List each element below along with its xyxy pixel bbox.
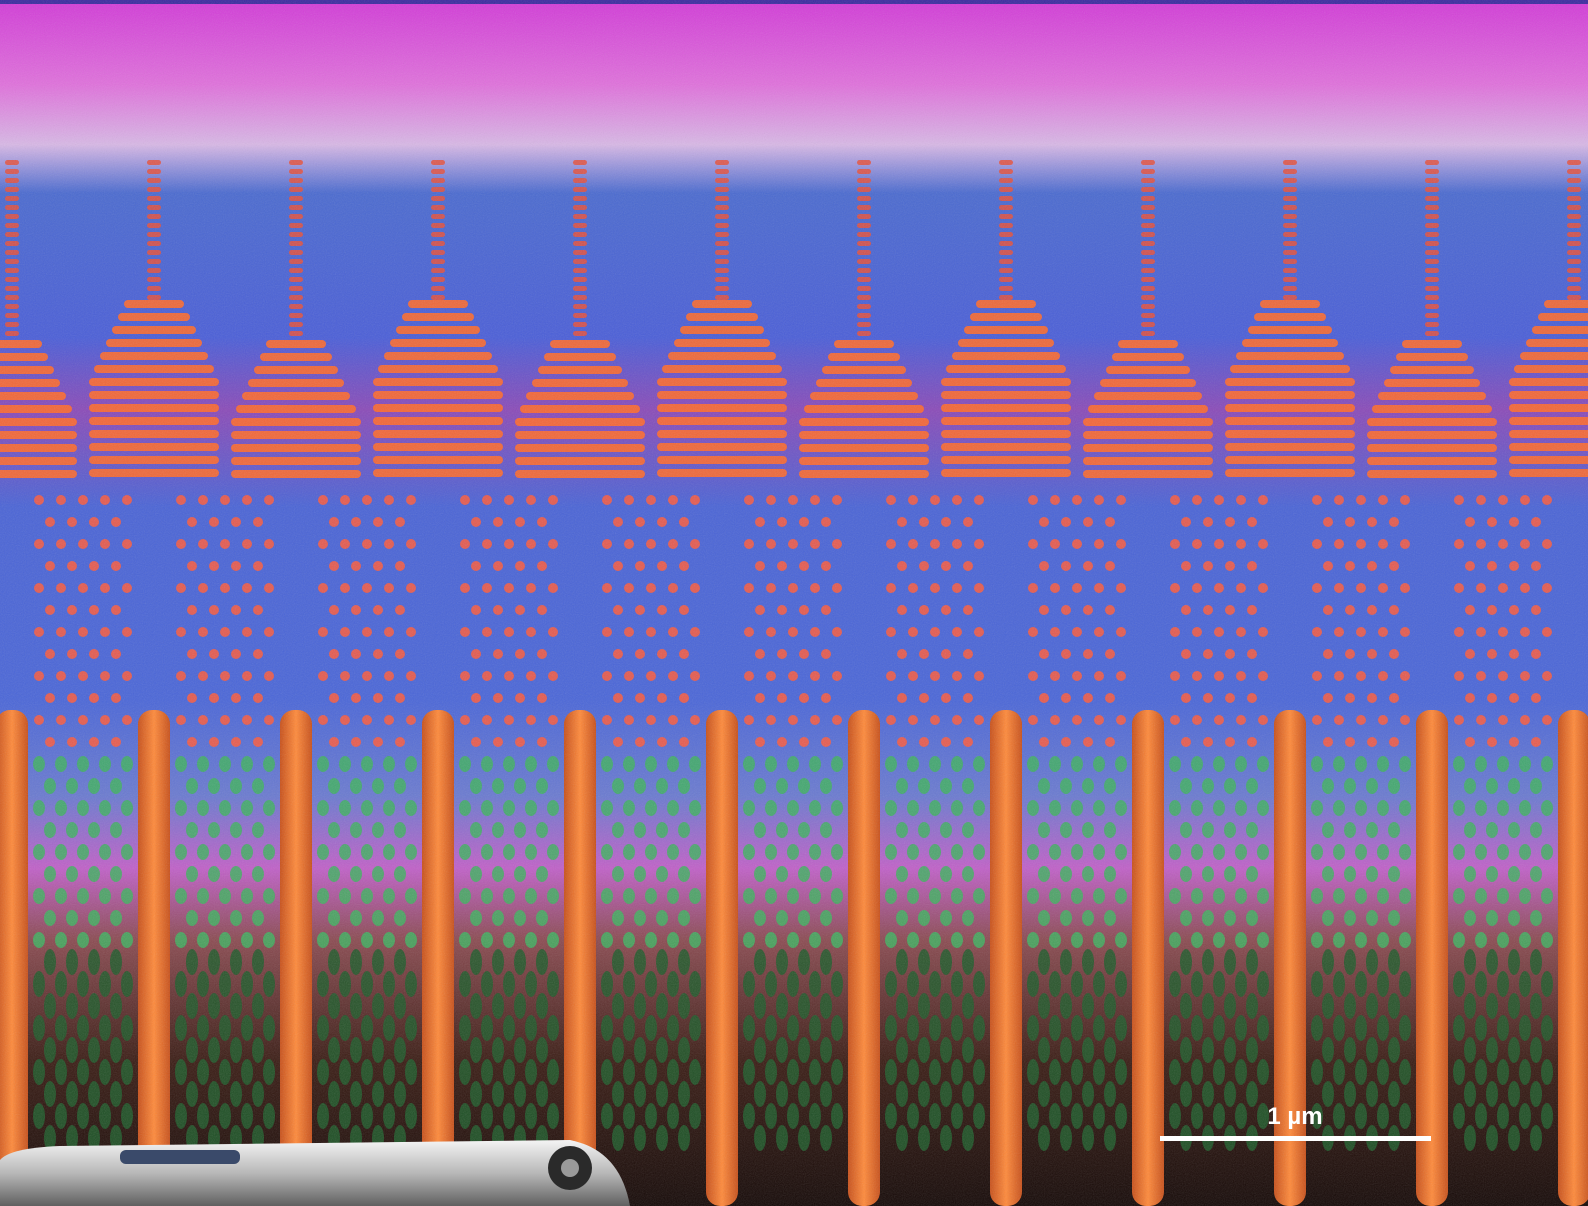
holder-slot (120, 1150, 240, 1164)
holder-body (0, 1140, 630, 1206)
body: 1 µm (() => { const data = JSON.parse(do… (0, 0, 1588, 1206)
scale-bar-line (1160, 1136, 1431, 1141)
noise-overlay (0, 0, 1588, 1206)
holder (0, 1140, 630, 1206)
micrograph: 1 µm (0, 0, 1588, 1206)
holder-screw-center (561, 1159, 579, 1177)
page: Micrograph {"scale_bar": {"label": "1 µm… (0, 0, 1588, 1206)
scale-bar-label: 1 µm (1267, 1103, 1322, 1130)
